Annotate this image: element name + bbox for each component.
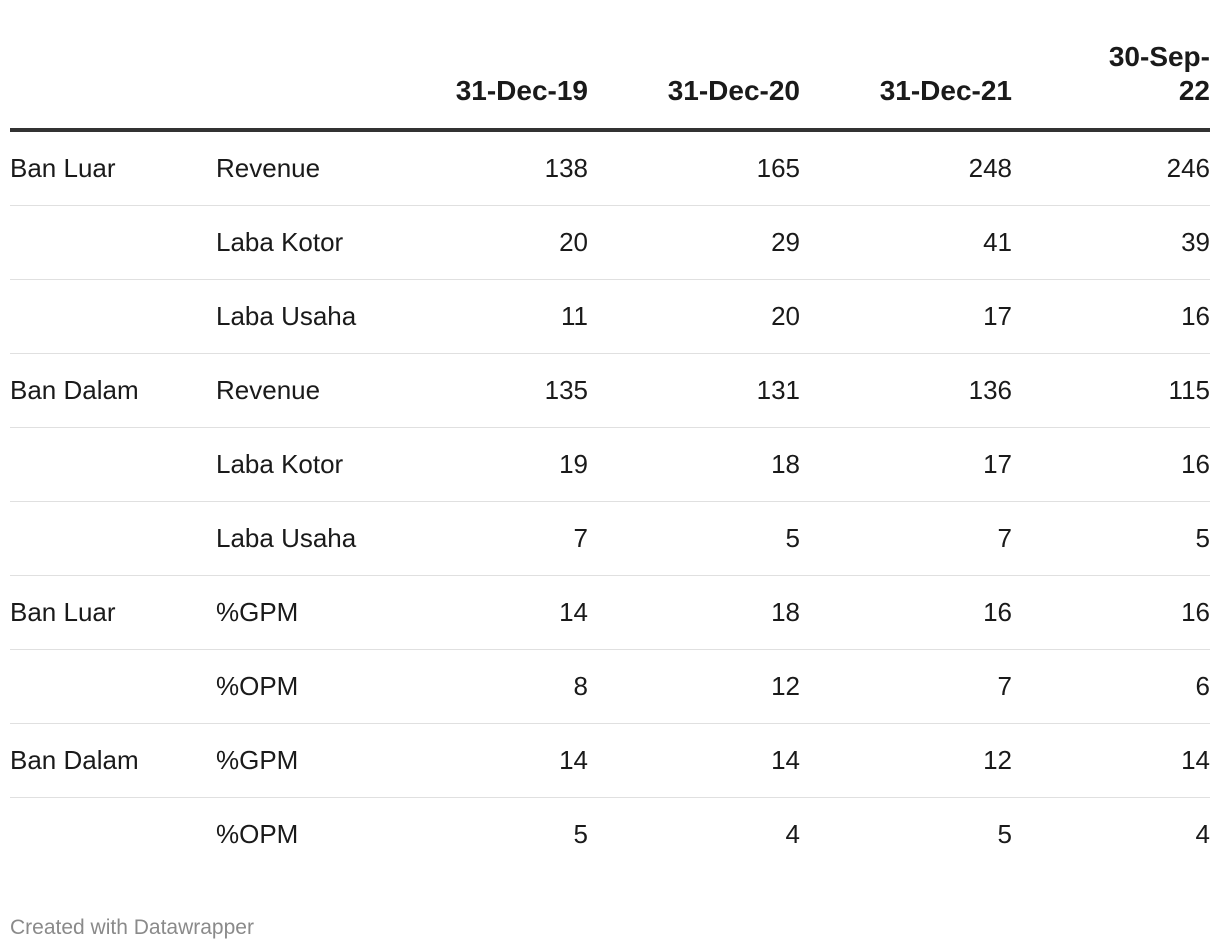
cell-value-31-dec-19: 14 (376, 575, 588, 650)
cell-value-31-dec-20: 18 (588, 427, 800, 502)
data-table: 31-Dec-19 31-Dec-20 31-Dec-21 30-Sep- 22… (10, 40, 1210, 871)
row-group-label (10, 427, 216, 502)
column-header-30-sep-22-line-2: 22 (1178, 75, 1210, 106)
row-metric-label: Revenue (216, 353, 376, 428)
cell-value-31-dec-21: 41 (800, 205, 1012, 280)
table-row: %OPM 5 4 5 4 (10, 798, 1210, 872)
table-row: %OPM 8 12 7 6 (10, 649, 1210, 724)
row-metric-label: Laba Usaha (216, 279, 376, 354)
row-metric-label: Revenue (216, 130, 376, 206)
cell-value-31-dec-20: 165 (588, 130, 800, 206)
cell-value-31-dec-21: 12 (800, 723, 1012, 798)
column-header-31-dec-19: 31-Dec-19 (376, 40, 588, 132)
cell-value-31-dec-19: 138 (376, 130, 588, 206)
cell-value-31-dec-21: 7 (800, 501, 1012, 576)
cell-value-31-dec-20: 131 (588, 353, 800, 428)
footer-credit: Created with Datawrapper (10, 916, 254, 939)
row-metric-label: Laba Kotor (216, 205, 376, 280)
row-group-label: Ban Luar (10, 575, 216, 650)
cell-value-30-sep-22: 16 (1012, 427, 1210, 502)
table-row: Ban Dalam %GPM 14 14 12 14 (10, 723, 1210, 798)
cell-value-31-dec-21: 136 (800, 353, 1012, 428)
table-row: Ban Dalam Revenue 135 131 136 115 (10, 353, 1210, 428)
column-header-30-sep-22-line-1: 30-Sep- (1108, 41, 1210, 72)
table-row: Laba Kotor 20 29 41 39 (10, 205, 1210, 280)
row-group-label (10, 501, 216, 576)
cell-value-31-dec-21: 17 (800, 279, 1012, 354)
column-header-group (10, 40, 216, 132)
cell-value-31-dec-20: 18 (588, 575, 800, 650)
row-group-label: Ban Dalam (10, 723, 216, 798)
cell-value-31-dec-19: 11 (376, 279, 588, 354)
cell-value-30-sep-22: 16 (1012, 279, 1210, 354)
cell-value-31-dec-19: 135 (376, 353, 588, 428)
cell-value-31-dec-20: 4 (785, 819, 800, 849)
row-metric-label: Laba Usaha (216, 501, 376, 576)
cell-value-31-dec-21: 5 (997, 819, 1012, 849)
cell-value-30-sep-22: 4 (1195, 819, 1210, 849)
column-header-metric (216, 40, 376, 132)
cell-value-30-sep-22: 5 (1012, 501, 1210, 576)
column-header-30-sep-22: 30-Sep- 22 (1012, 40, 1210, 132)
row-group-label: Ban Luar (10, 130, 216, 206)
cell-value-31-dec-21: 248 (800, 130, 1012, 206)
table-row: Laba Usaha 7 5 7 5 (10, 501, 1210, 576)
cell-value-30-sep-22: 14 (1012, 723, 1210, 798)
cell-value-31-dec-19: 5 (573, 819, 588, 849)
cell-value-31-dec-19: 20 (376, 205, 588, 280)
row-group-label (10, 205, 216, 280)
row-group-label (10, 279, 216, 354)
cell-value-31-dec-20: 5 (588, 501, 800, 576)
cell-value-31-dec-19: 8 (376, 649, 588, 724)
cell-value-31-dec-20: 20 (588, 279, 800, 354)
table-row: Ban Luar Revenue 138 165 248 246 (10, 130, 1210, 206)
cell-value-30-sep-22: 246 (1012, 130, 1210, 206)
data-table-container: 31-Dec-19 31-Dec-20 31-Dec-21 30-Sep- 22… (10, 40, 1210, 871)
cell-value-30-sep-22: 39 (1012, 205, 1210, 280)
column-header-31-dec-20: 31-Dec-20 (588, 40, 800, 132)
row-metric-label: %GPM (216, 575, 376, 650)
cell-value-30-sep-22: 6 (1012, 649, 1210, 724)
cell-value-31-dec-21: 16 (800, 575, 1012, 650)
row-group-label (10, 649, 216, 724)
row-metric-label: %GPM (216, 723, 376, 798)
table-header-row: 31-Dec-19 31-Dec-20 31-Dec-21 30-Sep- 22 (10, 40, 1210, 132)
cell-value-31-dec-20: 29 (588, 205, 800, 280)
cell-value-30-sep-22: 16 (1012, 575, 1210, 650)
cell-value-31-dec-21: 17 (800, 427, 1012, 502)
row-group-label (10, 798, 216, 872)
column-header-31-dec-21: 31-Dec-21 (800, 40, 1012, 132)
cell-value-31-dec-20: 14 (588, 723, 800, 798)
cell-value-31-dec-19: 7 (376, 501, 588, 576)
row-metric-label: Laba Kotor (216, 427, 376, 502)
row-metric-label: %OPM (216, 649, 376, 724)
cell-value-31-dec-19: 19 (376, 427, 588, 502)
cell-value-31-dec-20: 12 (588, 649, 800, 724)
row-metric-label: %OPM (216, 819, 299, 849)
table-row: Laba Usaha 11 20 17 16 (10, 279, 1210, 354)
table-body: Ban Luar Revenue 138 165 248 246 Laba Kotor 20 2… (10, 130, 1210, 871)
table-row: Laba Kotor 19 18 17 16 (10, 427, 1210, 502)
cell-value-31-dec-19: 14 (376, 723, 588, 798)
cell-value-30-sep-22: 115 (1012, 353, 1210, 428)
table-row: Ban Luar %GPM 14 18 16 16 (10, 575, 1210, 650)
cell-value-31-dec-21: 7 (800, 649, 1012, 724)
row-group-label: Ban Dalam (10, 353, 216, 428)
